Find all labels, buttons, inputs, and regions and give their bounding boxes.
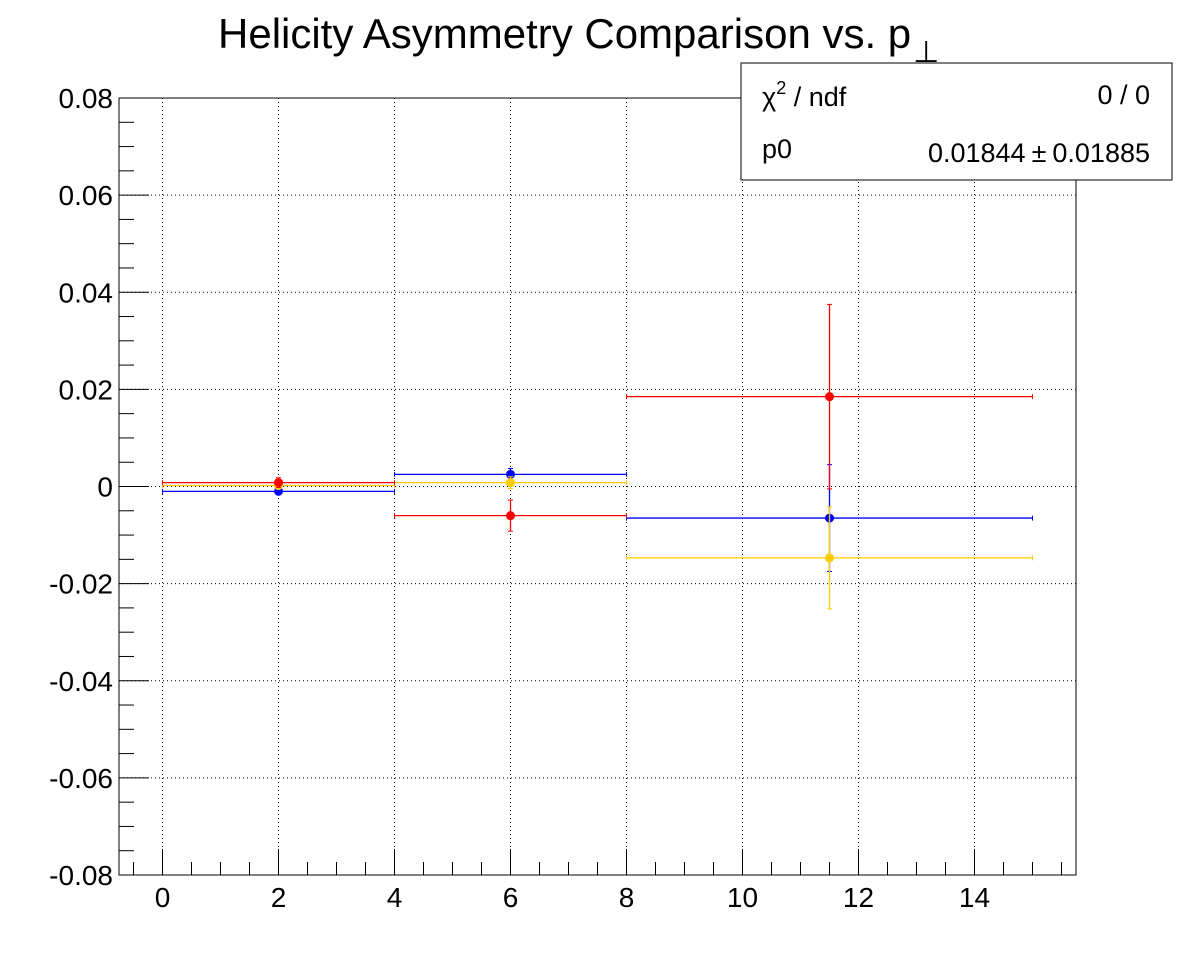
x-tick-label: 0 xyxy=(155,882,171,913)
x-tick-label: 8 xyxy=(619,882,635,913)
axis-ticks xyxy=(119,97,1062,876)
y-tick-label: 0.02 xyxy=(59,374,114,405)
y-tick-label: 0.06 xyxy=(59,180,114,211)
y-tick-label: 0.08 xyxy=(59,83,114,114)
stats-box-frame xyxy=(740,62,1173,181)
data-point xyxy=(274,478,283,488)
chart-title: Helicity Asymmetry Comparison vs. p⊥ xyxy=(218,10,939,69)
data-point xyxy=(506,511,515,521)
series-2 xyxy=(162,303,1033,532)
y-tick-label: 0.04 xyxy=(59,277,114,308)
x-tick-label: 2 xyxy=(271,882,287,913)
x-tick-label: 14 xyxy=(959,882,990,913)
stats-box: χ2 / ndf 0 / 0 p0 0.01844 ±0.01885 xyxy=(740,62,1173,181)
data-point xyxy=(506,478,515,488)
x-tick-label: 10 xyxy=(727,882,758,913)
x-tick-label: 6 xyxy=(503,882,519,913)
data-point xyxy=(825,392,834,402)
stats-p0-label: p0 xyxy=(762,134,792,164)
data-series xyxy=(162,303,1033,610)
x-tick-labels: 0 2 4 6 8 10 12 14 xyxy=(155,882,990,913)
y-tick-label: -0.06 xyxy=(49,763,113,794)
stats-p0-value: 0.01844 ±0.01885 xyxy=(928,138,1150,168)
y-tick-label: 0 xyxy=(97,472,113,503)
y-tick-label: -0.08 xyxy=(49,860,113,891)
stats-chi2-label: χ2 / ndf xyxy=(762,78,847,112)
x-tick-label: 12 xyxy=(843,882,874,913)
chart-title-main: Helicity Asymmetry Comparison vs. p xyxy=(218,10,911,57)
x-tick-label: 4 xyxy=(387,882,403,913)
y-tick-label: -0.04 xyxy=(49,666,113,697)
stats-chi2-value: 0 / 0 xyxy=(1097,80,1150,110)
y-tick-labels: 0.08 0.06 0.04 0.02 0 -0.02 -0.04 -0.06 -0.08 xyxy=(49,83,113,891)
y-tick-label: -0.02 xyxy=(49,569,113,600)
data-point xyxy=(825,553,834,563)
